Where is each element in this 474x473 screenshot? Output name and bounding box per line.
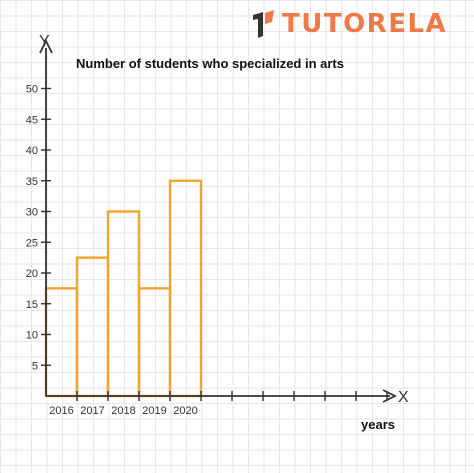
x-tick-label: 2019	[142, 405, 166, 417]
y-tick-label: 50	[26, 84, 38, 96]
x-tick-label: 2017	[80, 405, 104, 417]
y-tick-label: 25	[26, 237, 38, 249]
y-tick-label: 40	[26, 145, 38, 157]
bar-2020	[168, 179, 203, 398]
bar-2016	[44, 287, 79, 398]
x-axis-label: years	[361, 417, 395, 432]
bar-2017	[75, 256, 110, 398]
tutorela-logo: TUTORELA	[250, 6, 447, 42]
y-tick-label: 5	[32, 360, 38, 372]
y-tick-label: 30	[26, 207, 38, 219]
y-tick-label: 15	[26, 299, 38, 311]
chart-title: Number of students who specialized in ar…	[76, 56, 344, 71]
bar-2018	[106, 210, 141, 398]
x-axis-letter: X	[398, 389, 409, 406]
logo-text: TUTORELA	[282, 9, 448, 39]
logo-mark-icon	[253, 10, 274, 38]
y-tick-label: 45	[26, 114, 38, 126]
x-tick-label: 2016	[49, 405, 73, 417]
y-tick-label: 10	[26, 330, 38, 342]
y-axis-letter: Y	[39, 33, 50, 50]
x-tick-label: 2018	[111, 405, 135, 417]
y-tick-label: 20	[26, 268, 38, 280]
y-tick-label: 35	[26, 176, 38, 188]
bar-2019	[137, 287, 172, 398]
x-tick-label: 2020	[173, 405, 197, 417]
y-axis-arrow-icon	[39, 38, 53, 54]
